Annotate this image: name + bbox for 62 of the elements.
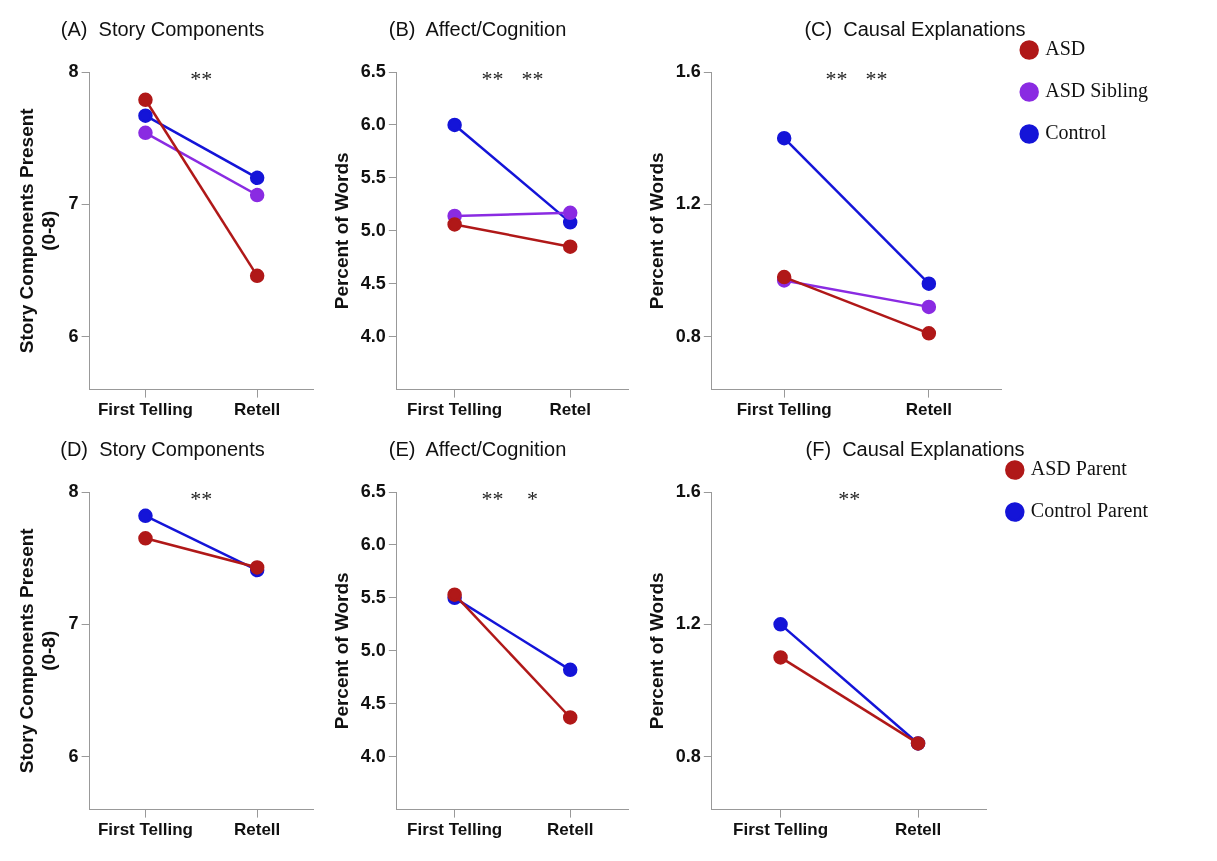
- x-tick-label: Retell: [234, 400, 281, 420]
- legend-label: ASD Sibling: [1045, 79, 1179, 103]
- y-tick-label: 7: [68, 193, 79, 214]
- x-tick-label: First Telling: [97, 400, 193, 420]
- chart-title: (A) Story Components: [60, 17, 265, 40]
- y-tick-label: 6: [68, 325, 79, 346]
- y-axis-title: Percent of Words: [330, 572, 352, 730]
- x-tick-label: First Telling: [97, 820, 193, 840]
- y-tick-label: 5.0: [360, 639, 386, 660]
- x-tick-label: Retell: [894, 820, 942, 840]
- x-tick-label: First Telling: [407, 400, 503, 420]
- annotation: **: [838, 485, 861, 511]
- y-tick-label: 7: [68, 613, 79, 634]
- y-tick-label: 6.0: [360, 113, 386, 134]
- y-tick-label: 6: [68, 745, 79, 766]
- annotation: **: [481, 65, 504, 91]
- y-axis-title: Percent of Words: [645, 152, 667, 310]
- y-tick-label: 6.5: [360, 480, 386, 501]
- y-tick-label: 6.5: [360, 60, 386, 81]
- chart-title: (B) Affect/Cognition: [388, 17, 567, 40]
- y-tick-label: 8: [68, 480, 79, 501]
- y-tick-label: 4.0: [360, 745, 386, 766]
- y-tick-label: 5.5: [360, 166, 386, 187]
- y-axis-title: Percent of Words: [330, 152, 352, 310]
- annotation: *: [526, 485, 538, 511]
- y-axis-title: Story Components Present (0-8): [15, 107, 60, 354]
- y-tick-label: 6.0: [360, 533, 386, 554]
- chart-title: (C) Causal Explanations: [804, 17, 1026, 40]
- legend-label: ASD Parent: [1030, 457, 1157, 480]
- y-tick-label: 4.0: [360, 325, 386, 346]
- legend-label: ASD: [1045, 37, 1116, 60]
- y-tick-label: 1.2: [675, 193, 701, 214]
- chart-title: (D) Story Components: [60, 437, 265, 460]
- y-tick-label: 1.6: [675, 60, 701, 81]
- annotation: **: [190, 65, 213, 91]
- y-tick-label: 5.0: [360, 219, 386, 240]
- y-tick-label: 4.5: [360, 272, 386, 293]
- y-tick-label: 4.5: [360, 692, 386, 713]
- x-tick-label: Retell: [547, 820, 594, 840]
- annotation: **: [521, 65, 544, 91]
- y-tick-label: 8: [68, 60, 79, 81]
- legend-label: Control: [1045, 121, 1137, 144]
- annotation: **: [865, 65, 888, 91]
- y-tick-label: 0.8: [675, 325, 701, 346]
- x-tick-label: Retell: [234, 820, 281, 840]
- x-tick-label: Retel: [549, 400, 591, 420]
- annotation: **: [190, 485, 213, 511]
- chart-title: (E) Affect/Cognition: [388, 437, 567, 460]
- x-tick-label: First Telling: [407, 820, 503, 840]
- legend-label: Control Parent: [1030, 499, 1179, 522]
- x-tick-label: First Telling: [736, 400, 832, 420]
- y-tick-label: 1.2: [675, 613, 701, 634]
- y-tick-label: 5.5: [360, 586, 386, 607]
- annotation: **: [481, 485, 504, 511]
- y-axis-title: Story Components Present (0-8): [15, 527, 60, 774]
- y-axis-title: Percent of Words: [645, 572, 667, 730]
- chart-title: (F) Causal Explanations: [805, 437, 1025, 460]
- annotation: **: [825, 65, 848, 91]
- y-tick-label: 0.8: [675, 745, 701, 766]
- x-tick-label: Retell: [905, 400, 952, 420]
- x-tick-label: First Telling: [733, 820, 829, 840]
- y-tick-label: 1.6: [675, 480, 701, 501]
